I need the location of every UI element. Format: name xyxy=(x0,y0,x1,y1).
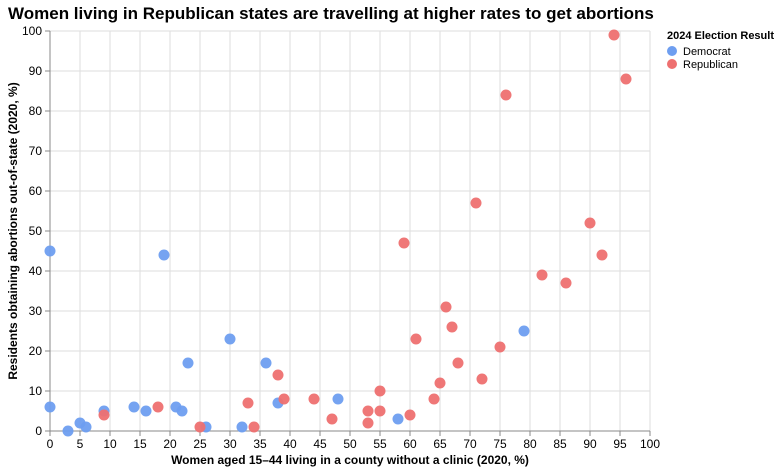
data-point-democrat xyxy=(182,357,194,369)
data-point-republican xyxy=(404,409,416,421)
legend-symbol-republican xyxy=(667,59,677,69)
y-tick-label: 60 xyxy=(29,184,43,198)
data-point-republican xyxy=(410,333,422,345)
data-points xyxy=(44,29,632,437)
data-point-democrat xyxy=(392,413,404,425)
data-point-republican xyxy=(428,393,440,405)
data-point-republican xyxy=(434,377,446,389)
x-tick-label: 10 xyxy=(103,437,117,451)
data-point-democrat xyxy=(158,249,170,261)
x-tick-label: 60 xyxy=(403,437,417,451)
data-point-republican xyxy=(152,401,164,413)
x-tick-label: 85 xyxy=(553,437,567,451)
data-point-republican xyxy=(308,393,320,405)
data-point-republican xyxy=(242,397,254,409)
data-point-republican xyxy=(620,73,632,85)
data-point-democrat xyxy=(44,401,56,413)
data-point-republican xyxy=(398,237,410,249)
data-point-republican xyxy=(560,277,572,289)
data-point-republican xyxy=(446,321,458,333)
x-tick-label: 80 xyxy=(523,437,537,451)
series-republican xyxy=(98,29,632,433)
y-axis-title: Residents obtaining abortions out-of-sta… xyxy=(6,82,20,379)
legend-symbol-democrat xyxy=(667,46,677,56)
data-point-democrat xyxy=(128,401,140,413)
data-point-republican xyxy=(494,341,506,353)
y-tick-label: 70 xyxy=(29,144,43,158)
legend-title: 2024 Election Result xyxy=(667,30,774,42)
data-point-democrat xyxy=(224,333,236,345)
x-tick-label: 65 xyxy=(433,437,447,451)
y-tick-label: 20 xyxy=(29,344,43,358)
x-tick-label: 100 xyxy=(640,437,660,451)
data-point-republican xyxy=(476,373,488,385)
y-tick-label: 90 xyxy=(29,64,43,78)
axes: 0 5 10 15 20 25 30 35 40 45 50 55 60 65 70 75 80 85 90 95 10… xyxy=(22,24,660,451)
grid xyxy=(49,30,651,432)
data-point-republican xyxy=(584,217,596,229)
x-tick-label: 45 xyxy=(313,437,327,451)
x-tick-label: 25 xyxy=(193,437,207,451)
data-point-democrat xyxy=(260,357,272,369)
data-point-republican xyxy=(440,301,452,313)
x-tick-label: 5 xyxy=(77,437,84,451)
series-democrat xyxy=(44,245,530,437)
data-point-republican xyxy=(272,369,284,381)
data-point-republican xyxy=(194,421,206,433)
data-point-republican xyxy=(470,197,482,209)
data-point-republican xyxy=(98,409,110,421)
data-point-republican xyxy=(608,29,620,41)
x-tick-label: 35 xyxy=(253,437,267,451)
data-point-democrat xyxy=(140,405,152,417)
x-tick-label: 95 xyxy=(613,437,627,451)
x-tick-label: 55 xyxy=(373,437,387,451)
x-tick-label: 30 xyxy=(223,437,237,451)
data-point-democrat xyxy=(236,421,248,433)
y-tick-label: 50 xyxy=(29,224,43,238)
data-point-republican xyxy=(536,269,548,281)
x-tick-label: 40 xyxy=(283,437,297,451)
data-point-democrat xyxy=(44,245,56,257)
x-tick-label: 90 xyxy=(583,437,597,451)
x-tick-label: 20 xyxy=(163,437,177,451)
data-point-republican xyxy=(326,413,338,425)
data-point-republican xyxy=(500,89,512,101)
x-axis-title: Women aged 15–44 living in a county with… xyxy=(171,453,529,467)
data-point-democrat xyxy=(332,393,344,405)
data-point-democrat xyxy=(518,325,530,337)
y-tick-label: 0 xyxy=(35,424,42,438)
data-point-republican xyxy=(248,421,260,433)
legend-label-democrat: Democrat xyxy=(683,46,731,58)
x-tick-label: 50 xyxy=(343,437,357,451)
x-tick-label: 0 xyxy=(47,437,54,451)
data-point-republican xyxy=(374,405,386,417)
legend-label-republican: Republican xyxy=(683,59,738,71)
x-tick-label: 70 xyxy=(463,437,477,451)
data-point-republican xyxy=(374,385,386,397)
data-point-republican xyxy=(452,357,464,369)
y-tick-label: 10 xyxy=(29,384,43,398)
chart-title: Women living in Republican states are tr… xyxy=(8,4,654,23)
y-tick-label: 30 xyxy=(29,304,43,318)
y-tick-label: 40 xyxy=(29,264,43,278)
data-point-democrat xyxy=(62,425,74,437)
data-point-democrat xyxy=(176,405,188,417)
data-point-democrat xyxy=(80,421,92,433)
data-point-republican xyxy=(362,417,374,429)
x-tick-label: 15 xyxy=(133,437,147,451)
y-tick-label: 100 xyxy=(22,24,42,38)
data-point-republican xyxy=(362,405,374,417)
x-tick-label: 75 xyxy=(493,437,507,451)
data-point-republican xyxy=(278,393,290,405)
data-point-republican xyxy=(596,249,608,261)
y-tick-label: 80 xyxy=(29,104,43,118)
